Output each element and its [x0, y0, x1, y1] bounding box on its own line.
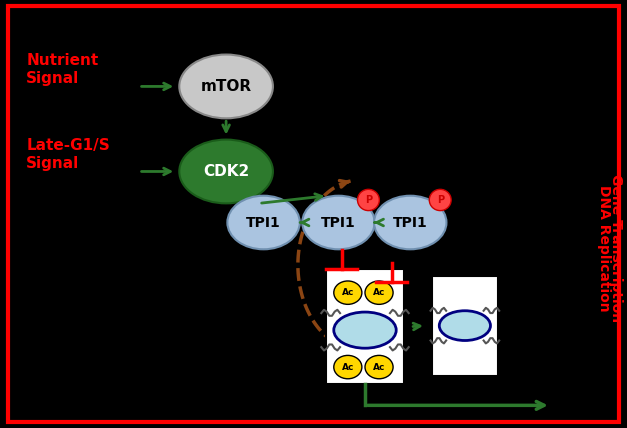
Ellipse shape	[440, 311, 490, 341]
Text: TPI1: TPI1	[321, 216, 356, 229]
Ellipse shape	[374, 196, 446, 249]
Text: TPI1: TPI1	[393, 216, 428, 229]
Text: Nutrient
Signal: Nutrient Signal	[26, 53, 98, 86]
Text: Gene Transcription: Gene Transcription	[609, 174, 623, 322]
Text: P: P	[436, 195, 444, 205]
Ellipse shape	[228, 196, 300, 249]
Ellipse shape	[357, 189, 379, 211]
Text: Ac: Ac	[373, 363, 385, 372]
Text: Late-G1/S
Signal: Late-G1/S Signal	[26, 138, 110, 171]
Text: DNA Replication: DNA Replication	[597, 185, 611, 311]
Text: Ac: Ac	[373, 288, 385, 297]
Ellipse shape	[302, 196, 375, 249]
Text: CDK2: CDK2	[203, 164, 250, 179]
Ellipse shape	[365, 355, 393, 379]
Text: Ac: Ac	[342, 363, 354, 372]
Ellipse shape	[179, 54, 273, 118]
Text: P: P	[365, 195, 372, 205]
Ellipse shape	[429, 189, 451, 211]
Ellipse shape	[179, 140, 273, 203]
Ellipse shape	[334, 355, 362, 379]
Ellipse shape	[334, 281, 362, 304]
FancyBboxPatch shape	[326, 269, 404, 384]
Text: mTOR: mTOR	[201, 79, 251, 94]
Text: Ac: Ac	[342, 288, 354, 297]
Text: TPI1: TPI1	[246, 216, 281, 229]
Ellipse shape	[334, 312, 396, 348]
Ellipse shape	[365, 281, 393, 304]
FancyBboxPatch shape	[432, 276, 498, 376]
